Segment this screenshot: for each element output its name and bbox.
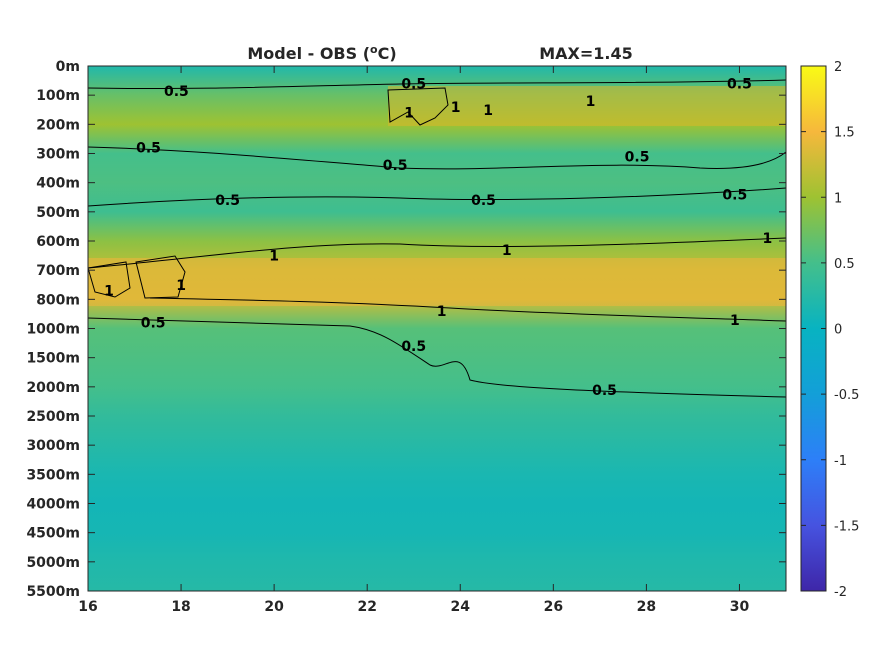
plot-area: 0.5 0.5 0.5 1 1 1 1 0.5 0.5 0.5 0.5 0.5 0.5 1 1 1 1 1 1 1 0.… [88, 66, 786, 591]
contour-label: 1 [437, 304, 447, 320]
y-tick-label: 2500m [26, 409, 80, 425]
contour-label: 0.5 [401, 77, 426, 93]
colorbar-tick-label: -1.5 [834, 519, 859, 534]
y-tick-label: 3500m [26, 467, 80, 483]
y-tick-label: 5500m [26, 584, 80, 600]
title-degree: o [370, 43, 378, 56]
contour-label: 0.5 [722, 187, 747, 203]
colorbar-tick-label: 1.5 [834, 126, 855, 141]
contour-0.5-500 [88, 187, 786, 207]
contour-labels: 0.5 0.5 0.5 1 1 1 1 0.5 0.5 0.5 0.5 0.5 0.5 1 1 1 1 1 1 1 0.… [104, 77, 773, 399]
contour-label: 1 [269, 249, 279, 265]
title-text: Model - OBS ( [247, 44, 370, 63]
top-band [388, 86, 786, 126]
y-tick-label: 600m [36, 234, 80, 250]
contour-label: 0.5 [592, 383, 617, 399]
contour-label: 1 [730, 313, 740, 329]
x-tick-label: 22 [357, 599, 376, 615]
contour-lines [88, 79, 786, 398]
contour-1-left-loop [88, 261, 131, 298]
contour-label: 0.5 [141, 316, 166, 332]
contour-label: 0.5 [471, 193, 496, 209]
contour-0.5-300 [88, 146, 786, 170]
y-tick-label: 1000m [26, 322, 80, 338]
contour-0.5-top [88, 79, 786, 90]
warm-band [88, 258, 786, 306]
x-tick-label: 20 [264, 599, 284, 615]
colorbar-tick-label: -2 [834, 585, 847, 600]
contour-label: 0.5 [215, 193, 240, 209]
y-tick-label: 300m [36, 147, 80, 163]
contour-label: 1 [404, 106, 414, 122]
contour-1-top [387, 87, 449, 126]
colorbar-tick-label: -1 [834, 454, 847, 469]
colorbar-tick-label: 2 [834, 60, 842, 75]
contour-label: 1 [586, 94, 596, 110]
y-tick-label: 200m [36, 117, 80, 133]
y-tick-label: 800m [36, 292, 80, 308]
x-tick-label: 24 [451, 599, 471, 615]
contour-1-600 [88, 237, 786, 269]
title-unit: C) [378, 44, 397, 63]
y-tick-label: 2000m [26, 380, 80, 396]
x-tick-label: 30 [730, 599, 750, 615]
contour-label: 0.5 [136, 141, 161, 157]
contour-label: 0.5 [625, 149, 650, 165]
contour-0.5-1000 [88, 317, 786, 398]
y-tick-label: 3000m [26, 438, 80, 454]
heatmap-field [88, 66, 786, 591]
y-tick-label: 1500m [26, 351, 80, 367]
contour-label: 0.5 [383, 158, 408, 174]
colorbar-axis: 2 1.5 1 0.5 0 -0.5 -1 -1.5 -2 [801, 60, 859, 600]
colorbar-tick-label: -0.5 [834, 388, 859, 403]
contour-label: 1 [483, 103, 493, 119]
y-tick-label: 500m [36, 205, 80, 221]
contour-label: 0.5 [164, 84, 189, 100]
chart-title: Model - OBS (oC) [247, 43, 396, 63]
contour-label: 1 [502, 243, 512, 259]
y-tick-label: 0m [56, 59, 80, 75]
contour-label: 1 [104, 284, 114, 300]
y-tick-label: 100m [36, 88, 80, 104]
colorbar-tick-label: 0 [834, 323, 842, 338]
contour-1-800 [149, 297, 786, 322]
contour-label: 1 [176, 278, 186, 294]
x-tick-label: 26 [544, 599, 563, 615]
y-tick-label: 5000m [26, 555, 80, 571]
y-tick-label: 4500m [26, 526, 80, 542]
x-tick-label: 28 [637, 599, 656, 615]
x-axis: 16 18 20 22 24 26 28 30 [78, 66, 749, 615]
chart-max-label: MAX=1.45 [539, 44, 633, 63]
contour-label: 1 [451, 100, 461, 116]
contour-label: 0.5 [727, 77, 752, 93]
y-axis: 0m 100m 200m 300m 400m 500m 600m 700m 800m 1000m 1… [26, 59, 786, 600]
contour-label: 0.5 [401, 339, 426, 355]
y-tick-label: 4000m [26, 497, 80, 513]
x-tick-label: 16 [78, 599, 97, 615]
contour-1-left-loop-2 [135, 255, 186, 299]
colorbar-tick-label: 1 [834, 191, 842, 206]
y-tick-label: 400m [36, 176, 80, 192]
colorbar-tick-label: 0.5 [834, 257, 855, 272]
y-tick-label: 700m [36, 263, 80, 279]
x-tick-label: 18 [171, 599, 190, 615]
contour-label: 1 [763, 231, 773, 247]
